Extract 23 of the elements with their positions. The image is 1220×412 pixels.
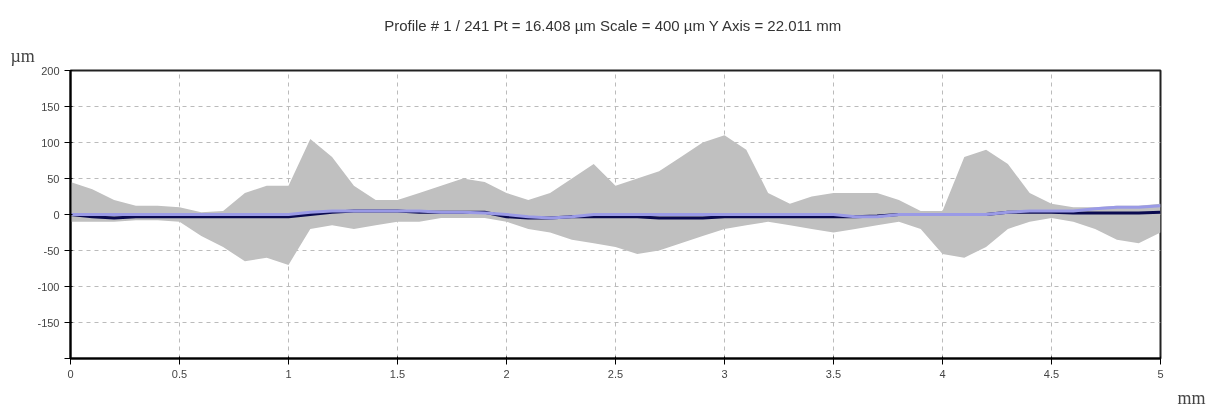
x-tick-label: 5 xyxy=(1157,367,1164,380)
y-tick-label: 50 xyxy=(47,172,60,185)
y-axis-title: µm xyxy=(10,45,35,66)
y-tick-label: 200 xyxy=(41,64,60,77)
line-series xyxy=(70,204,1161,220)
y-tick-label: -100 xyxy=(37,280,60,293)
x-tick-label: 0.5 xyxy=(171,367,188,380)
x-tick-label: 3.5 xyxy=(825,367,842,380)
x-tick-label: 4.5 xyxy=(1043,367,1060,380)
x-tick-label: 4 xyxy=(939,367,946,380)
x-tick-label: 2 xyxy=(503,367,510,380)
x-tick-label: 2.5 xyxy=(607,367,624,380)
x-tick-label: 1 xyxy=(285,367,292,380)
x-tick-label: 3 xyxy=(721,367,728,380)
chart-title: Profile # 1 / 241 Pt = 16.408 µm Scale = 400 µm Y Axis = 22.011 mm xyxy=(384,16,842,34)
y-tick-label: 150 xyxy=(41,100,60,113)
x-tick-label: 1.5 xyxy=(389,367,406,380)
y-tick-label: -150 xyxy=(37,316,60,329)
y-tick-label: -50 xyxy=(43,244,60,257)
y-tick-label: 0 xyxy=(53,208,60,221)
x-axis-title: mm xyxy=(1177,387,1206,408)
y-tick-label: 100 xyxy=(41,136,60,149)
x-tick-label: 0 xyxy=(67,367,74,380)
